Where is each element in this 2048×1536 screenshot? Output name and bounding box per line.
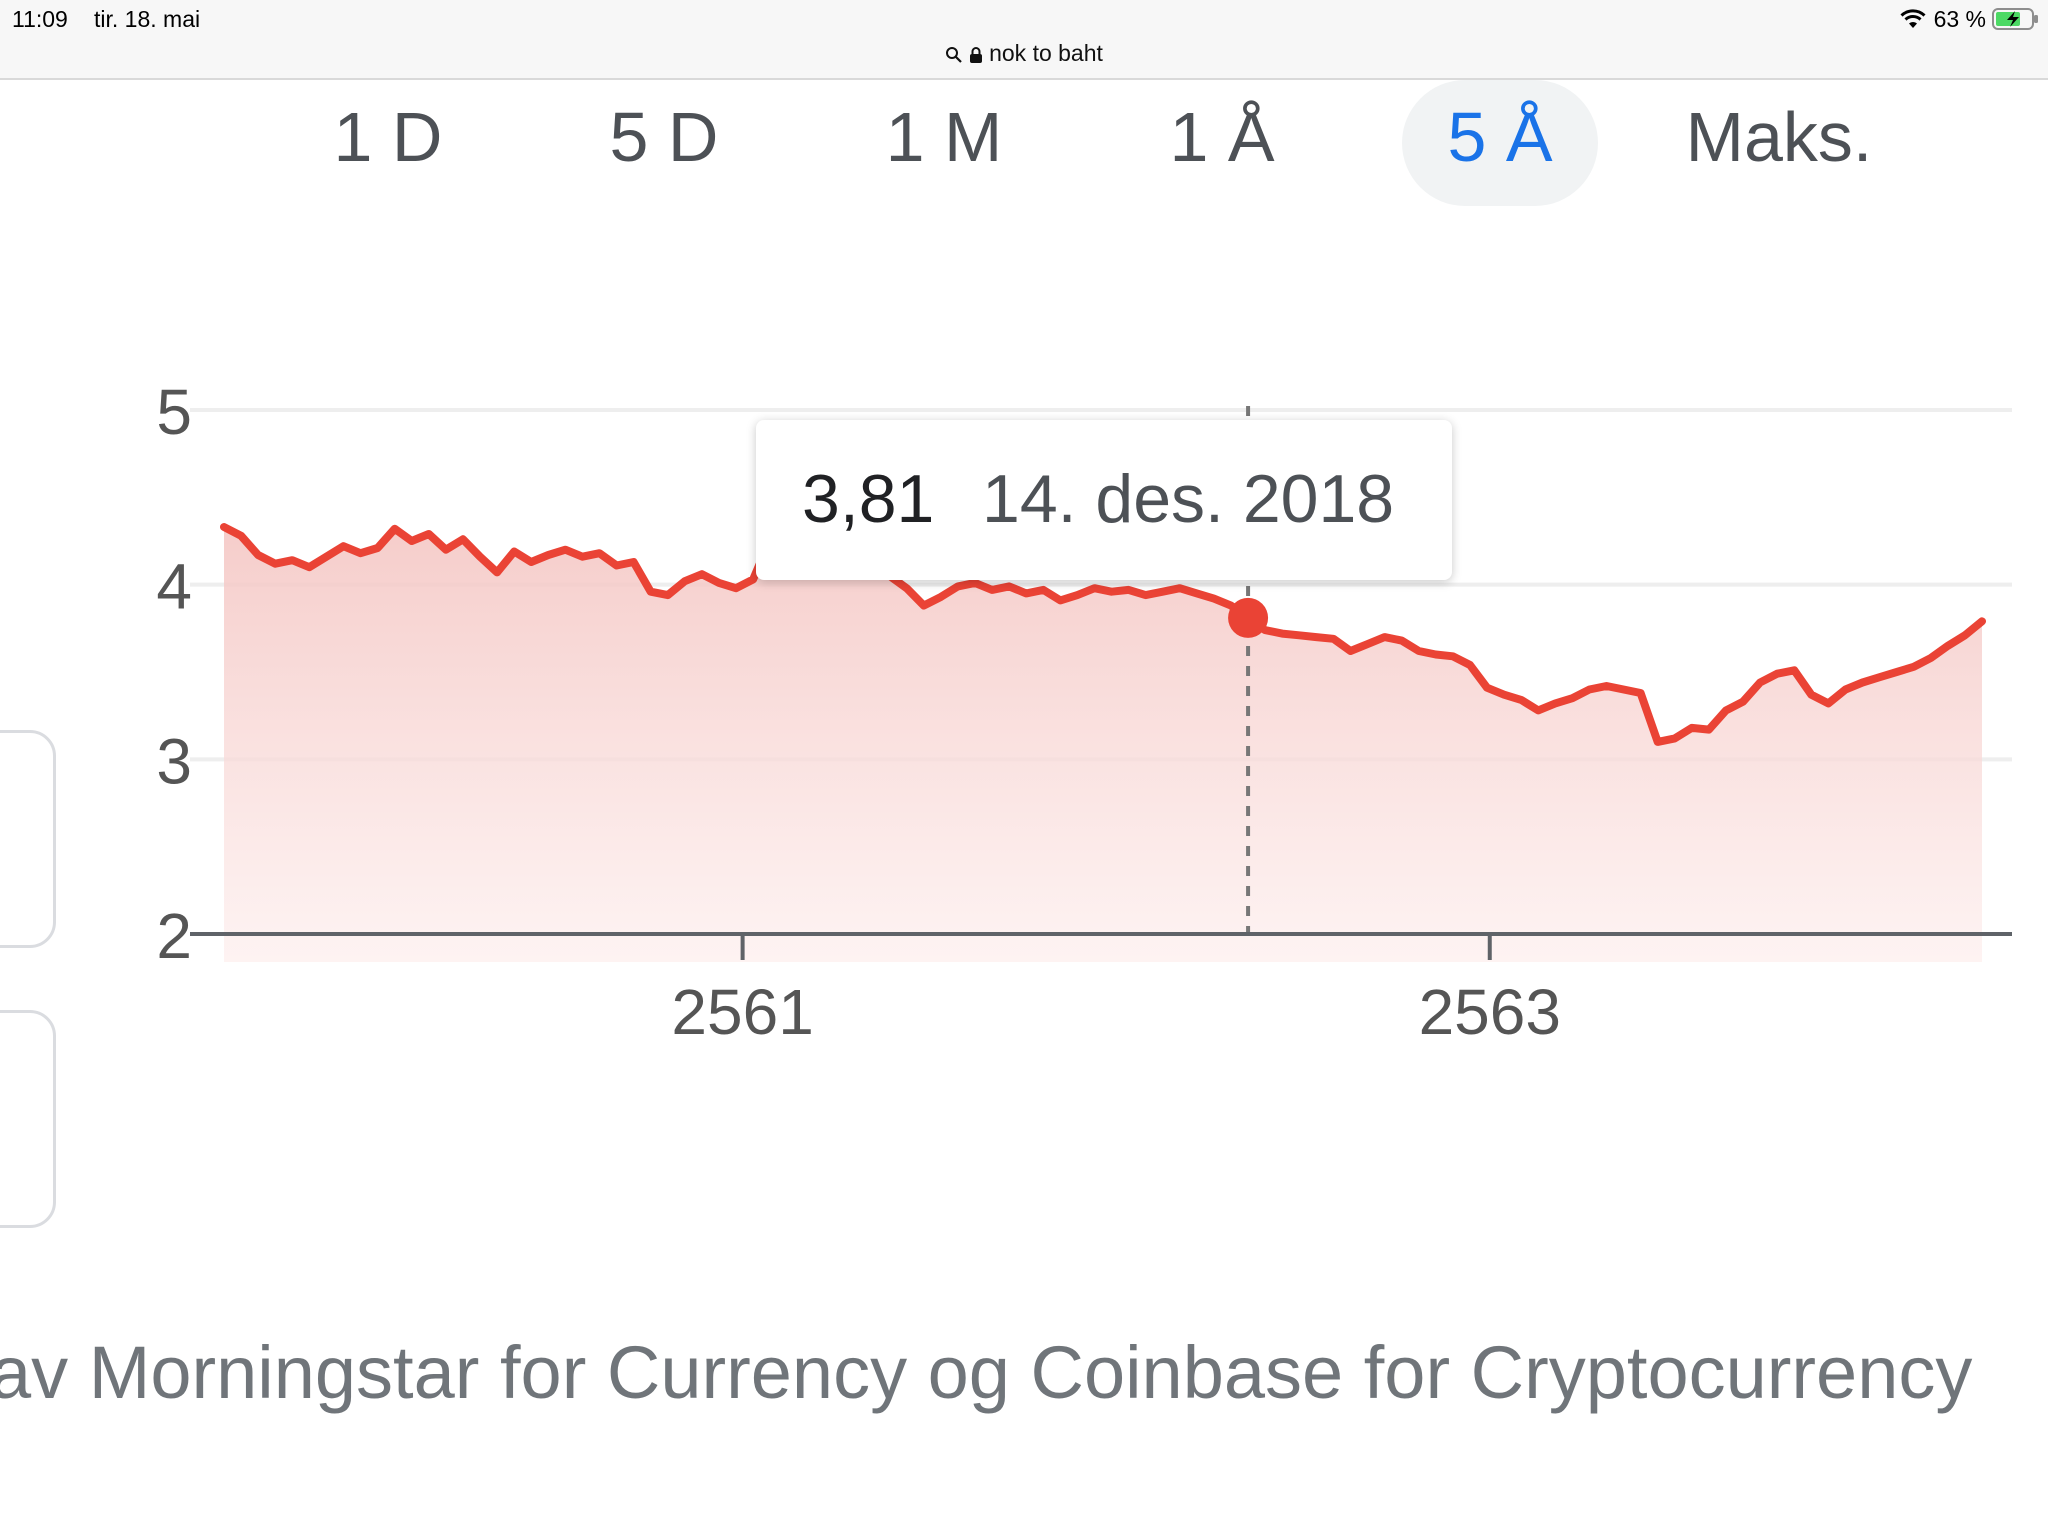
battery-percent: 63 %	[1933, 5, 1986, 32]
hover-point	[1228, 597, 1269, 638]
series-line	[220, 523, 1986, 746]
tab-5y[interactable]: 5 Å	[1402, 80, 1598, 206]
lock-icon	[970, 47, 983, 63]
y-tick-label: 2	[156, 900, 192, 972]
tab-max[interactable]: Maks.	[1685, 98, 1873, 176]
chart-svg[interactable]: 5 4 3 2 2561 2563	[0, 230, 2048, 1090]
wifi-icon	[1900, 9, 1926, 28]
chart-tooltip: 3,81 14. des. 2018	[756, 420, 1452, 580]
status-date: tir. 18. mai	[94, 6, 201, 32]
status-bar: 11:09 tir. 18. mai 63 % nok to baht	[0, 0, 2048, 80]
data-source-text: av Morningstar for Currency og Coinbase …	[0, 1331, 1973, 1414]
y-tick-label: 4	[156, 551, 192, 623]
y-tick-label: 3	[156, 725, 192, 797]
search-icon	[946, 47, 962, 63]
tooltip-date: 14. des. 2018	[982, 461, 1395, 537]
tab-1y[interactable]: 1 Å	[1169, 98, 1275, 176]
status-time: 11:09	[12, 6, 68, 32]
chart-area	[224, 527, 1982, 962]
url-text: nok to baht	[989, 40, 1103, 66]
side-card[interactable]	[0, 730, 56, 948]
x-tick-label: 2561	[671, 976, 813, 1048]
x-tick-label: 2563	[1419, 976, 1561, 1048]
tab-5d[interactable]: 5 D	[609, 98, 719, 176]
address-bar[interactable]: nok to baht	[0, 40, 2048, 67]
tab-1m[interactable]: 1 M	[885, 98, 1003, 176]
side-card[interactable]	[0, 1010, 56, 1228]
tooltip-value: 3,81	[802, 461, 935, 537]
y-tick-label: 5	[156, 376, 192, 448]
battery-charging-icon	[1992, 8, 2038, 30]
tab-1d[interactable]: 1 D	[333, 98, 443, 176]
status-right: 63 %	[1898, 4, 2040, 34]
exchange-rate-chart[interactable]: 5 4 3 2 2561 2563	[0, 230, 2048, 1090]
